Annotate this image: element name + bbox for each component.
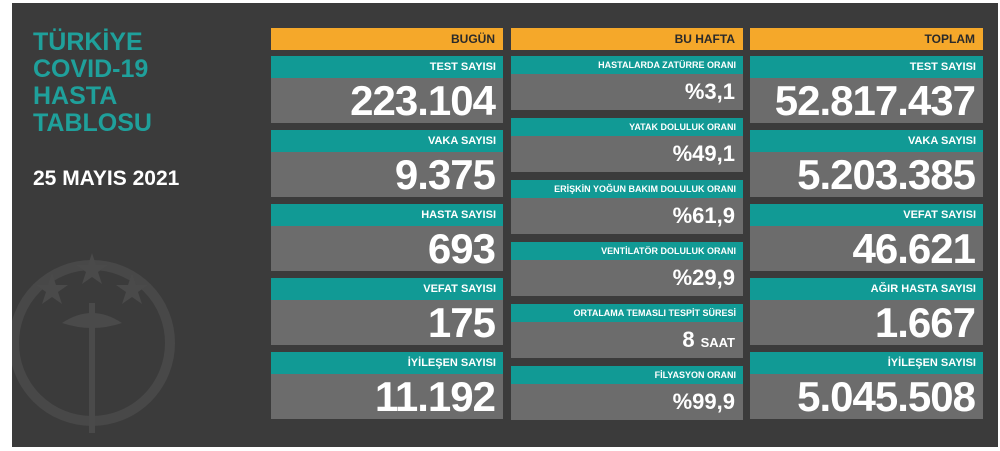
value-text: 1.667 xyxy=(874,299,976,346)
card-value: 46.621 xyxy=(750,226,983,271)
card-label: YATAK DOLULUK ORANI xyxy=(511,118,743,136)
value-text: 5.045.508 xyxy=(797,373,976,420)
title-line: HASTA xyxy=(33,82,118,110)
value-text: 693 xyxy=(427,225,496,272)
emblem xyxy=(12,253,175,433)
date: 25 MAYIS 2021 xyxy=(33,167,180,190)
card-value: 5.203.385 xyxy=(750,152,983,197)
card-value: %61,9 xyxy=(511,198,743,234)
card-value: 52.817.437 xyxy=(750,78,983,123)
card-value: %99,9 xyxy=(511,384,743,420)
card-value: 11.192 xyxy=(271,374,503,419)
card-label: İYİLEŞEN SAYISI xyxy=(750,352,983,374)
card-value: 9.375 xyxy=(271,152,503,197)
card-label: HASTA SAYISI xyxy=(271,204,503,226)
panel: TÜRKİYE COVID-19 HASTA TABLOSU 25 MAYIS 2021… xyxy=(12,3,998,447)
card-value: 175 xyxy=(271,300,503,345)
value-text: %49,1 xyxy=(672,141,735,166)
card-label: VENTİLATÖR DOLULUK ORANI xyxy=(511,242,743,260)
value-text: 52.817.437 xyxy=(774,77,976,124)
card-value: 8 SAAT xyxy=(511,322,743,358)
card-label: HASTALARDA ZATÜRRE ORANI xyxy=(511,56,743,74)
card-label: İYİLEŞEN SAYISI xyxy=(271,352,503,374)
value-text: 46.621 xyxy=(852,225,976,272)
card-value: 5.045.508 xyxy=(750,374,983,419)
title-line: TABLOSU xyxy=(33,109,152,137)
card-label: VAKA SAYISI xyxy=(750,130,983,152)
value-text: %61,9 xyxy=(672,203,735,228)
value-unit: SAAT xyxy=(700,335,735,350)
value-text: %3,1 xyxy=(684,79,735,104)
card-value: %3,1 xyxy=(511,74,743,110)
card-label: VAKA SAYISI xyxy=(271,130,503,152)
card-label: VEFAT SAYISI xyxy=(750,204,983,226)
card-label: TEST SAYISI xyxy=(271,56,503,78)
column-header: TOPLAM xyxy=(750,28,983,50)
card-label: ERİŞKİN YOĞUN BAKIM DOLULUK ORANI xyxy=(511,180,743,198)
card-label: AĞIR HASTA SAYISI xyxy=(750,278,983,300)
title-line: TÜRKİYE xyxy=(33,28,143,56)
value-text: %29,9 xyxy=(672,265,735,290)
card-value: 1.667 xyxy=(750,300,983,345)
card-label: VEFAT SAYISI xyxy=(271,278,503,300)
value-text: 175 xyxy=(427,299,496,346)
value-text: 8 xyxy=(682,327,695,352)
value-text: 9.375 xyxy=(394,151,496,198)
title-line: COVID-19 xyxy=(33,55,149,83)
card-label: TEST SAYISI xyxy=(750,56,983,78)
column-header: BUGÜN xyxy=(271,28,503,50)
column-header: BU HAFTA xyxy=(511,28,743,50)
card-value: 693 xyxy=(271,226,503,271)
card-value: 223.104 xyxy=(271,78,503,123)
card-value: %49,1 xyxy=(511,136,743,172)
value-text: %99,9 xyxy=(672,389,735,414)
value-text: 5.203.385 xyxy=(797,151,976,198)
value-text: 11.192 xyxy=(374,373,496,420)
card-label: ORTALAMA TEMASLI TESPİT SÜRESİ xyxy=(511,304,743,322)
value-text: 223.104 xyxy=(350,77,496,124)
card-value: %29,9 xyxy=(511,260,743,296)
card-label: FİLYASYON ORANI xyxy=(511,366,743,384)
